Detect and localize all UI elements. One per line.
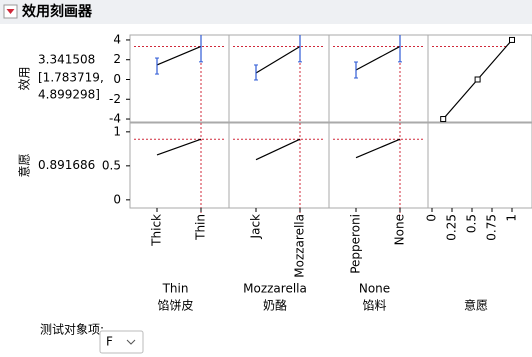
factor-name: 馅饼皮 [157, 298, 193, 313]
y-tick-label: -4 [109, 112, 121, 126]
utility-line [156, 45, 202, 66]
x-tick-label: 0 [425, 214, 439, 222]
row-label: 效用 [17, 66, 32, 90]
utility-line [355, 45, 401, 71]
y-tick-label: 2 [113, 52, 121, 66]
current-setting: Mozzarella [243, 282, 307, 296]
x-tick-label: 0.25 [445, 214, 459, 241]
current-value: 3.341508 [38, 53, 95, 67]
panel [129, 122, 230, 209]
panel [228, 34, 330, 123]
willingness-line [255, 138, 301, 161]
y-tick-label: 0 [113, 72, 121, 86]
select-value: F [106, 335, 113, 349]
disclosure-icon [6, 9, 15, 14]
select-arrow [126, 339, 136, 345]
row-label: 意愿 [17, 153, 32, 177]
header-bar [0, 0, 532, 24]
response-point [509, 36, 515, 43]
panel [328, 122, 429, 209]
factor-name: 馅料 [362, 298, 386, 313]
category-label: None [393, 214, 407, 245]
y-tick-label: 4 [113, 32, 121, 46]
panel [328, 34, 429, 123]
panel [129, 34, 230, 123]
x-tick-label: 1 [505, 214, 519, 222]
subject-select[interactable] [99, 330, 144, 354]
panel [427, 122, 532, 209]
ci-label: 4.899298] [38, 88, 100, 102]
ci-label: [1.783719, [38, 71, 104, 85]
utility-line [255, 45, 301, 74]
factor-name: 奶酪 [263, 298, 287, 313]
control-label: 测试对象项: [40, 322, 104, 337]
category-label: Jack [249, 214, 263, 239]
y-tick-label: 0 [113, 192, 121, 206]
willingness-line [355, 138, 401, 159]
current-setting: Thin [162, 282, 189, 296]
panel [228, 122, 330, 209]
category-label: Pepperoni [349, 214, 363, 274]
category-label: Mozzarella [293, 214, 307, 278]
x-tick-label: 0.5 [465, 214, 479, 233]
category-label: Thick [150, 214, 164, 247]
current-value: 0.891686 [38, 158, 95, 172]
category-label: Thin [194, 214, 208, 241]
y-tick-label: 1 [113, 124, 121, 138]
response-point [440, 116, 447, 123]
y-tick-label: 0.5 [102, 158, 121, 172]
header-title: 效用刻画器 [22, 3, 93, 20]
current-setting: None [359, 282, 390, 296]
factor-name: 意愿 [464, 298, 488, 313]
x-tick-label: 0.75 [485, 214, 499, 241]
willingness-line [156, 138, 202, 156]
response-point [474, 76, 481, 83]
panel [427, 34, 532, 123]
y-tick-label: -2 [109, 92, 121, 106]
